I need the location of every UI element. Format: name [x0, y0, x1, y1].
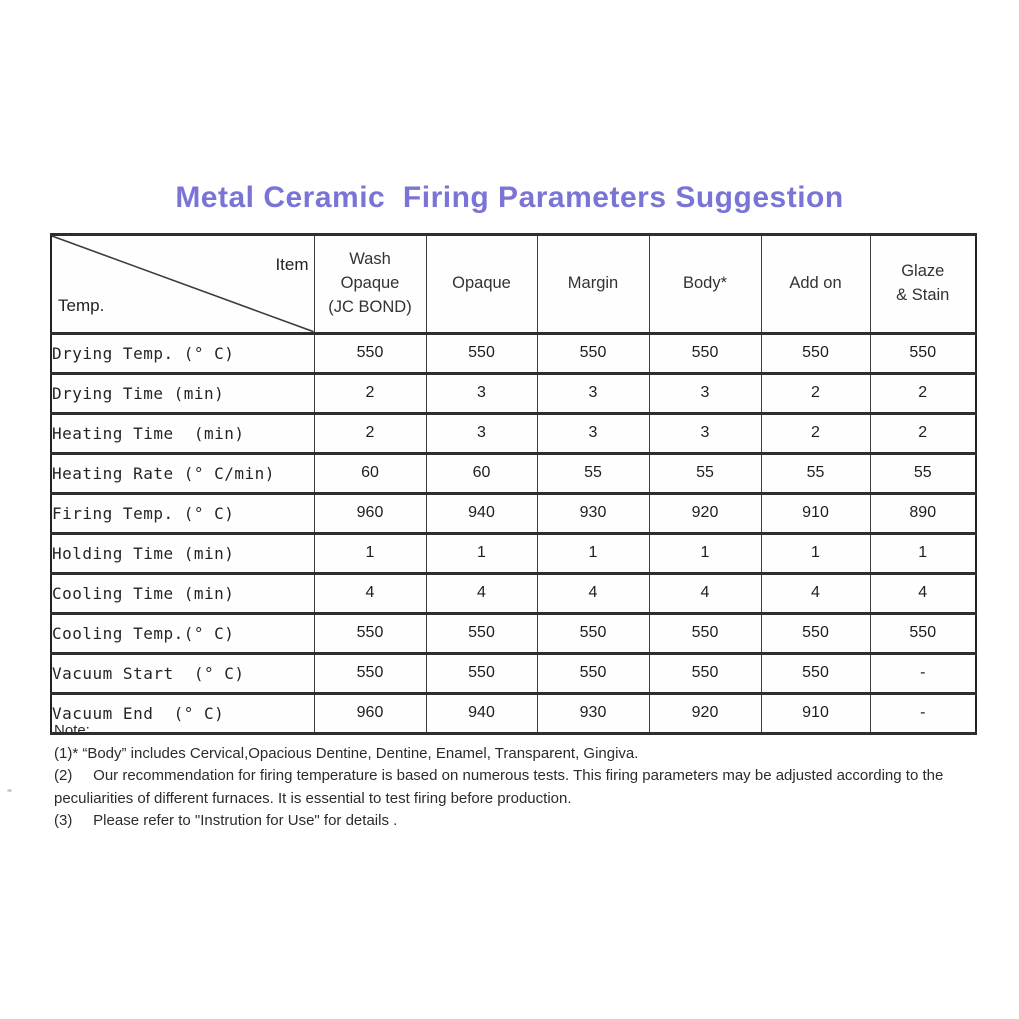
cell-value: 3: [648, 411, 762, 455]
row-label: Drying Temp. (° C): [50, 331, 315, 375]
cell-value: 890: [869, 491, 977, 535]
table-row-heating-rate: Heating Rate (° C/min) 60 60 55 55 55 55: [50, 451, 977, 495]
table-row-holding-time: Holding Time (min) 1 1 1 1 1 1: [50, 531, 977, 575]
cell-value: 4: [648, 571, 762, 615]
corner-header-cell: Item Temp.: [50, 233, 315, 335]
cell-value: 2: [760, 371, 871, 415]
row-label: Firing Temp. (° C): [50, 491, 315, 535]
table-body: Drying Temp. (° C) 550 550 550 550 550 5…: [50, 331, 977, 735]
cell-value: 1: [536, 531, 650, 575]
cell-value: 550: [760, 651, 871, 695]
table-row-vacuum-end: Vacuum End (° C) 960 940 930 920 910 -: [50, 691, 977, 735]
cell-value: 910: [760, 691, 871, 735]
column-header-wash-opaque: Wash Opaque (JC BOND): [313, 233, 427, 335]
cell-value: 3: [536, 411, 650, 455]
column-header-margin: Margin: [536, 233, 650, 335]
cell-value: 4: [313, 571, 427, 615]
cell-value: 1: [869, 531, 977, 575]
cell-value: 2: [760, 411, 871, 455]
cell-value: 2: [869, 371, 977, 415]
cell-value: 55: [648, 451, 762, 495]
row-label: Heating Time (min): [50, 411, 315, 455]
cell-value: 550: [869, 611, 977, 655]
row-label: Holding Time (min): [50, 531, 315, 575]
cell-value: 940: [425, 491, 538, 535]
row-label: Drying Time (min): [50, 371, 315, 415]
note-item-2: (2) Our recommendation for firing temper…: [54, 767, 948, 807]
note-item-3: (3) Please refer to "Instrution for Use"…: [54, 812, 398, 829]
column-header-glaze-stain: Glaze & Stain: [869, 233, 977, 335]
cell-value: -: [869, 691, 977, 735]
cell-value: 2: [313, 371, 427, 415]
cell-value: 920: [648, 491, 762, 535]
table-row-heating-time: Heating Time (min) 2 3 3 3 2 2: [50, 411, 977, 455]
cell-value: 3: [425, 411, 538, 455]
cell-value: 2: [313, 411, 427, 455]
cell-value: 3: [425, 371, 538, 415]
cell-value: 550: [536, 331, 650, 375]
cell-value: 55: [760, 451, 871, 495]
cell-value: 1: [313, 531, 427, 575]
table-row-vacuum-start: Vacuum Start (° C) 550 550 550 550 550 -: [50, 651, 977, 695]
cell-value: 1: [425, 531, 538, 575]
cell-value: 910: [760, 491, 871, 535]
cell-value: 550: [313, 611, 427, 655]
cell-value: 940: [425, 691, 538, 735]
column-header-add-on: Add on: [760, 233, 871, 335]
cell-value: 550: [313, 331, 427, 375]
cell-value: 550: [425, 611, 538, 655]
cell-value: 550: [425, 651, 538, 695]
cell-value: 3: [536, 371, 650, 415]
cell-value: 550: [648, 651, 762, 695]
cell-value: 550: [760, 611, 871, 655]
cell-value: 960: [313, 491, 427, 535]
firing-parameters-table: Item Temp. Wash Opaque (JC BOND) Opaque …: [50, 233, 977, 735]
cell-value: 1: [760, 531, 871, 575]
row-label: Vacuum Start (° C): [50, 651, 315, 695]
table-row-drying-temp: Drying Temp. (° C) 550 550 550 550 550 5…: [50, 331, 977, 375]
cell-value: 550: [760, 331, 871, 375]
page-title: Metal Ceramic Firing Parameters Suggesti…: [175, 181, 844, 214]
corner-label-temp: Temp.: [58, 296, 105, 316]
cell-value: 550: [648, 611, 762, 655]
scan-artifact-dot: [7, 789, 12, 792]
header-row: Item Temp. Wash Opaque (JC BOND) Opaque …: [50, 233, 977, 335]
row-label: Heating Rate (° C/min): [50, 451, 315, 495]
cell-value: 3: [648, 371, 762, 415]
cell-value: 4: [536, 571, 650, 615]
cell-value: 550: [313, 651, 427, 695]
cell-value: 550: [536, 651, 650, 695]
diagonal-divider-line: [52, 236, 314, 332]
cell-value: 55: [869, 451, 977, 495]
cell-value: 2: [869, 411, 977, 455]
column-header-opaque: Opaque: [425, 233, 538, 335]
cell-value: 55: [536, 451, 650, 495]
cell-value: 60: [313, 451, 427, 495]
note-item-1: (1)* “Body” includes Cervical,Opacious D…: [54, 744, 639, 762]
table-row-drying-time: Drying Time (min) 2 3 3 3 2 2: [50, 371, 977, 415]
cell-value: 4: [869, 571, 977, 615]
row-label: Cooling Temp.(° C): [50, 611, 315, 655]
cell-value: 550: [648, 331, 762, 375]
notes-section: Note: (1)* “Body” includes Cervical,Opac…: [54, 720, 968, 833]
cell-value: 550: [536, 611, 650, 655]
row-label: Cooling Time (min): [50, 571, 315, 615]
cell-value: 930: [536, 491, 650, 535]
notes-heading: Note:: [54, 722, 90, 739]
cell-value: 550: [869, 331, 977, 375]
corner-label-item: Item: [275, 255, 309, 274]
cell-value: 4: [760, 571, 871, 615]
cell-value: 1: [648, 531, 762, 575]
table-row-cooling-time: Cooling Time (min) 4 4 4 4 4 4: [50, 571, 977, 615]
cell-value: 550: [425, 331, 538, 375]
column-header-body: Body*: [648, 233, 762, 335]
cell-value: 4: [425, 571, 538, 615]
row-label: Vacuum End (° C): [50, 691, 315, 735]
cell-value: -: [869, 651, 977, 695]
table-row-firing-temp: Firing Temp. (° C) 960 940 930 920 910 8…: [50, 491, 977, 535]
table-row-cooling-temp: Cooling Temp.(° C) 550 550 550 550 550 5…: [50, 611, 977, 655]
cell-value: 60: [425, 451, 538, 495]
